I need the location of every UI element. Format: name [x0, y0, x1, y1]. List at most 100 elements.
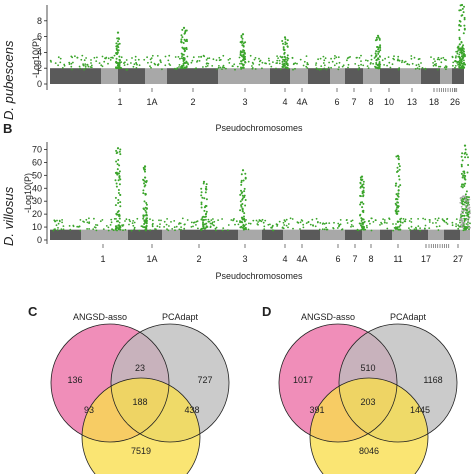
chromosome-label: 1A [146, 97, 157, 107]
snp-point [460, 172, 463, 175]
snp-point [131, 57, 133, 59]
snp-point [315, 217, 318, 220]
snp-point [463, 201, 466, 204]
snp-point [221, 68, 223, 70]
snp-point [424, 68, 427, 71]
snp-point [438, 225, 441, 228]
snp-point [454, 56, 457, 59]
snp-point [201, 216, 204, 219]
venn-c-pink-gray: 23 [135, 363, 145, 373]
snp-point [115, 182, 118, 185]
snp-point [221, 229, 224, 232]
snp-point [118, 59, 121, 62]
snp-point [153, 62, 156, 65]
snp-point [244, 55, 246, 58]
snp-point [361, 206, 364, 209]
snp-point [243, 196, 246, 199]
snp-point [374, 39, 377, 42]
snp-point [467, 201, 470, 204]
snp-point [145, 211, 148, 214]
chromosome-band [410, 229, 428, 240]
snp-point [467, 156, 469, 159]
snp-point [388, 61, 391, 64]
snp-point [458, 9, 461, 12]
snp-point [205, 212, 208, 215]
snp-point [112, 57, 114, 59]
snp-point [435, 225, 438, 228]
snp-point [357, 64, 360, 67]
snp-point [175, 225, 178, 228]
snp-point [395, 155, 398, 158]
chromosome-label: 26 [450, 97, 460, 107]
snp-point [408, 220, 411, 222]
snp-point [88, 222, 90, 225]
snp-point [125, 59, 128, 61]
snp-point [289, 217, 292, 220]
chromosome-label: 4 [282, 254, 287, 264]
snp-point [111, 228, 114, 231]
snp-point [458, 36, 461, 39]
snp-point [183, 47, 186, 50]
snp-point [306, 62, 309, 64]
snp-point [459, 225, 462, 228]
snp-point [143, 223, 146, 225]
snp-point [217, 219, 220, 222]
snp-point [118, 64, 121, 67]
snp-point [112, 229, 115, 232]
snp-point [130, 229, 133, 232]
snp-point [118, 213, 121, 216]
snp-point [118, 172, 120, 175]
snp-point [459, 51, 461, 54]
snp-point [118, 175, 121, 178]
snp-point [132, 220, 135, 222]
snp-point [338, 224, 341, 226]
snp-point [397, 228, 400, 231]
snp-point [202, 66, 204, 68]
snp-point [258, 57, 260, 60]
snp-point [462, 62, 464, 65]
snp-point [215, 229, 217, 232]
snp-point [382, 218, 384, 221]
snp-point [118, 221, 121, 224]
snp-point [205, 188, 208, 191]
snp-point [315, 67, 318, 70]
panel-b-y-ticks: 0 10 20 30 40 50 60 70 [32, 144, 47, 245]
snp-point [403, 220, 406, 223]
snp-point [93, 217, 95, 220]
snp-point [302, 226, 305, 229]
snp-point [401, 221, 404, 224]
snp-point [144, 168, 146, 171]
snp-point [70, 65, 73, 68]
snp-point [446, 223, 449, 225]
snp-point [362, 211, 365, 214]
snp-point [442, 56, 445, 59]
snp-point [145, 214, 148, 217]
snp-point [231, 65, 234, 67]
snp-point [208, 220, 211, 223]
snp-point [234, 223, 236, 226]
snp-point [394, 202, 397, 205]
snp-point [170, 221, 172, 223]
snp-point [207, 62, 210, 65]
snp-point [263, 228, 266, 231]
snp-point [428, 221, 431, 223]
chromosome-band [101, 68, 118, 84]
snp-point [198, 60, 201, 62]
snp-point [269, 223, 271, 226]
snp-point [462, 170, 465, 173]
snp-point [455, 223, 457, 225]
snp-point [240, 62, 243, 65]
snp-point [59, 57, 62, 60]
peak-point [376, 34, 380, 37]
snp-point [200, 55, 203, 58]
snp-point [241, 194, 244, 197]
snp-point [240, 205, 243, 208]
snp-point [107, 226, 110, 229]
snp-point [327, 66, 330, 69]
snp-point [109, 224, 112, 226]
snp-point [391, 63, 394, 66]
snp-point [247, 228, 250, 231]
snp-point [115, 185, 118, 188]
snp-point [240, 204, 243, 207]
snp-point [83, 68, 85, 71]
